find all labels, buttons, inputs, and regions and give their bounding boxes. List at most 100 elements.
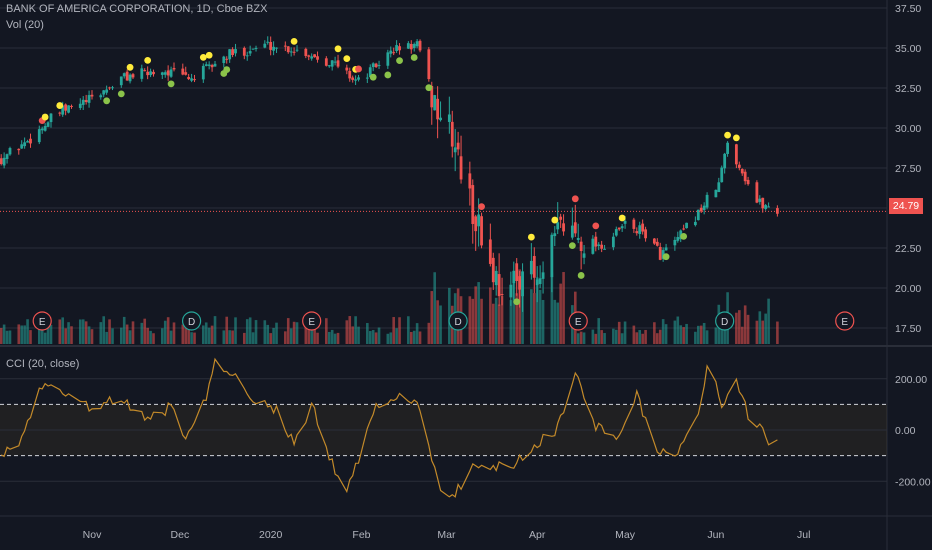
volume-bar bbox=[207, 327, 211, 344]
volume-bar bbox=[553, 299, 557, 344]
candle-body bbox=[125, 71, 129, 81]
candle-body bbox=[635, 231, 639, 234]
candle-body bbox=[163, 72, 167, 75]
signal-dot-yellow bbox=[290, 37, 298, 45]
candle-body bbox=[49, 113, 53, 123]
volume-bar bbox=[310, 320, 313, 344]
candle-body bbox=[152, 71, 155, 75]
volume-bar bbox=[738, 310, 741, 344]
candle-body bbox=[105, 89, 109, 93]
signal-dot-red bbox=[592, 222, 600, 230]
candle-body bbox=[234, 49, 237, 54]
candle-body bbox=[286, 46, 290, 53]
volume-bar bbox=[509, 300, 513, 344]
signal-dot-green bbox=[410, 54, 418, 61]
volume-bar bbox=[412, 330, 416, 344]
volume-bar bbox=[105, 331, 108, 344]
volume-bar bbox=[658, 329, 662, 344]
candle-body bbox=[682, 228, 686, 230]
candle-body bbox=[494, 270, 498, 286]
volume-bar bbox=[439, 305, 442, 344]
candle-body bbox=[726, 142, 729, 154]
volume-bar bbox=[187, 327, 190, 344]
volume-bar bbox=[46, 327, 50, 344]
candle-body bbox=[685, 222, 688, 229]
candle-body bbox=[450, 121, 454, 147]
volume-bar bbox=[266, 324, 270, 344]
candle-body bbox=[468, 173, 472, 189]
volume-bar bbox=[166, 317, 170, 344]
volume-bar bbox=[714, 327, 718, 344]
event-marker-label: E bbox=[308, 317, 315, 328]
candle-body bbox=[761, 197, 765, 209]
event-marker-label: E bbox=[841, 317, 848, 328]
signal-dot-green bbox=[513, 298, 521, 306]
candle-body bbox=[307, 55, 311, 57]
volume-bar bbox=[125, 324, 129, 344]
candle-body bbox=[638, 225, 642, 235]
signal-dot-yellow bbox=[334, 45, 342, 53]
candle-body bbox=[395, 45, 399, 51]
candle-body bbox=[632, 219, 636, 229]
candle-body bbox=[535, 279, 539, 286]
cci-tick-label: 0.00 bbox=[895, 425, 916, 437]
volume-bar bbox=[427, 322, 431, 344]
candle-body bbox=[149, 71, 152, 76]
candle-body bbox=[532, 256, 536, 278]
volume-bar bbox=[108, 319, 111, 344]
volume-bar bbox=[579, 331, 583, 344]
volume-bar bbox=[210, 325, 214, 344]
volume-legend[interactable]: Vol (20) bbox=[6, 19, 44, 31]
candle-body bbox=[737, 164, 741, 168]
candle-body bbox=[453, 147, 457, 153]
volume-bar bbox=[119, 327, 123, 344]
candle-body bbox=[767, 206, 770, 208]
candle-body bbox=[190, 78, 193, 81]
cci-tick-label: -200.00 bbox=[895, 476, 931, 488]
volume-bar bbox=[685, 323, 688, 344]
volume-bar bbox=[491, 303, 495, 344]
candle-body bbox=[603, 248, 606, 250]
dividend-marker bbox=[715, 311, 735, 331]
volume-bar bbox=[699, 325, 703, 344]
volume-bar bbox=[90, 329, 94, 344]
signal-dot-yellow bbox=[724, 131, 731, 139]
volume-bar bbox=[348, 316, 352, 344]
candle-body bbox=[617, 227, 621, 230]
signal-dot-red bbox=[571, 195, 579, 203]
event-marker-label: E bbox=[39, 317, 46, 328]
volume-bar bbox=[673, 320, 677, 344]
candle-body bbox=[254, 47, 258, 49]
volume-bar bbox=[325, 318, 328, 344]
volume-bar bbox=[535, 277, 539, 344]
price-tick-label: 22.50 bbox=[895, 243, 921, 255]
volume-bar bbox=[357, 326, 360, 344]
candle-body bbox=[480, 216, 483, 246]
candle-body bbox=[140, 68, 144, 79]
volume-bar bbox=[641, 333, 644, 344]
volume-bar bbox=[617, 321, 621, 344]
signal-dot-yellow bbox=[343, 55, 351, 63]
signal-dot-green bbox=[223, 66, 231, 73]
candle-body bbox=[740, 168, 744, 174]
volume-bar bbox=[395, 328, 398, 344]
symbol-legend[interactable]: BANK OF AMERICA CORPORATION, 1D, Cboe BZ… bbox=[6, 3, 268, 15]
candle-body bbox=[213, 63, 217, 67]
volume-bar bbox=[497, 304, 501, 344]
signal-dot-yellow bbox=[144, 57, 152, 64]
volume-bar bbox=[67, 322, 70, 344]
volume-bar bbox=[612, 328, 615, 344]
candle-body bbox=[351, 77, 355, 80]
candle-body bbox=[99, 95, 103, 98]
volume-bar bbox=[254, 320, 258, 344]
volume-bar bbox=[494, 297, 498, 344]
volume-bar bbox=[374, 332, 378, 344]
cci-legend[interactable]: CCI (20, close) bbox=[6, 358, 80, 370]
signal-dot-yellow bbox=[126, 63, 134, 71]
volume-bar bbox=[597, 318, 601, 344]
volume-bar bbox=[222, 330, 226, 344]
candle-body bbox=[702, 205, 706, 210]
signal-dot-green bbox=[117, 90, 125, 98]
